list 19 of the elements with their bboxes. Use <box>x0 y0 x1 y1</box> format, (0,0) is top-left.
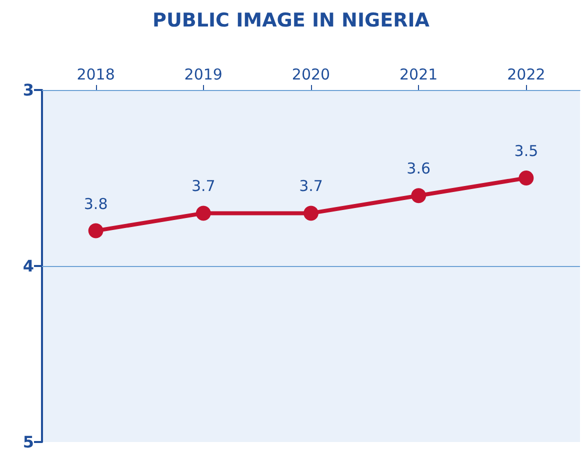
data-label: 3.5 <box>514 142 538 160</box>
y-tick-label: 3 <box>22 80 34 100</box>
y-tick-label: 5 <box>22 432 34 452</box>
data-label: 3.7 <box>191 177 216 196</box>
data-label: 3.7 <box>299 177 323 196</box>
point <box>196 206 211 221</box>
x-tick-label: 2022 <box>507 66 546 84</box>
point <box>518 170 534 186</box>
point <box>411 188 426 204</box>
y-tick-label: 4 <box>22 256 34 276</box>
chart-title: PUBLIC IMAGE IN NIGERIA <box>152 10 430 32</box>
x-tick-label: 2021 <box>400 66 438 84</box>
point <box>304 206 318 221</box>
x-tick-label: 2020 <box>292 66 330 84</box>
x-tick-label: 2019 <box>184 66 222 84</box>
point <box>88 223 104 238</box>
data-label: 3.8 <box>84 194 108 213</box>
data-label: 3.6 <box>406 160 431 178</box>
x-tick-label: 2018 <box>76 66 115 84</box>
